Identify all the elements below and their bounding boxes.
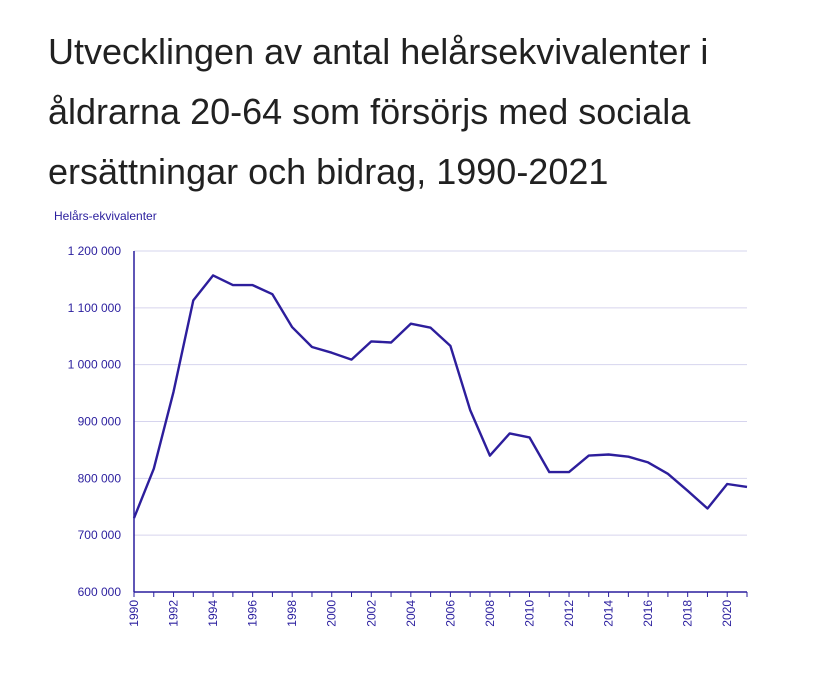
series-line (132, 274, 748, 519)
y-tick-label: 800 000 (78, 471, 122, 485)
x-tick-label: 2018 (681, 600, 695, 627)
x-tick-label: 1994 (206, 600, 220, 627)
x-tick-label: 2002 (364, 600, 378, 627)
x-tick-label: 2008 (483, 600, 497, 627)
chart-title: Utvecklingen av antal helårsekvivalenter… (48, 31, 709, 192)
x-tick-label: 1992 (167, 600, 181, 627)
x-tick-label: 1990 (127, 600, 141, 627)
x-tick-label: 2014 (602, 600, 616, 627)
y-tick-label: 700 000 (78, 528, 122, 542)
x-tick-label: 2020 (720, 600, 734, 627)
x-tick-label: 2000 (325, 600, 339, 627)
x-tick-labels: 1990 1992 1994 1996 1998 2000 2002 2004 2006 2008… (127, 592, 748, 627)
y-tick-label: 900 000 (78, 415, 122, 429)
grid-lines (134, 250, 747, 536)
x-tick-label: 1996 (246, 600, 260, 627)
y-tick-label: 1 100 000 (68, 301, 122, 315)
x-tick-label: 2016 (641, 600, 655, 627)
y-tick-label: 1 200 000 (68, 244, 122, 258)
x-tick-label: 2006 (443, 600, 457, 627)
x-tick-label: 2004 (404, 600, 418, 627)
x-tick-label: 2010 (522, 600, 536, 627)
y-tick-label: 600 000 (78, 585, 122, 599)
y-tick-label: 1 000 000 (68, 358, 122, 372)
x-tick-label: 1998 (285, 600, 299, 627)
x-tick-label: 2012 (562, 600, 576, 627)
y-axis-label: Helårs-ekvivalenter (54, 209, 157, 223)
y-tick-labels: 600 000 700 000 800 000 900 000 1 000 000 1 1… (68, 244, 122, 599)
